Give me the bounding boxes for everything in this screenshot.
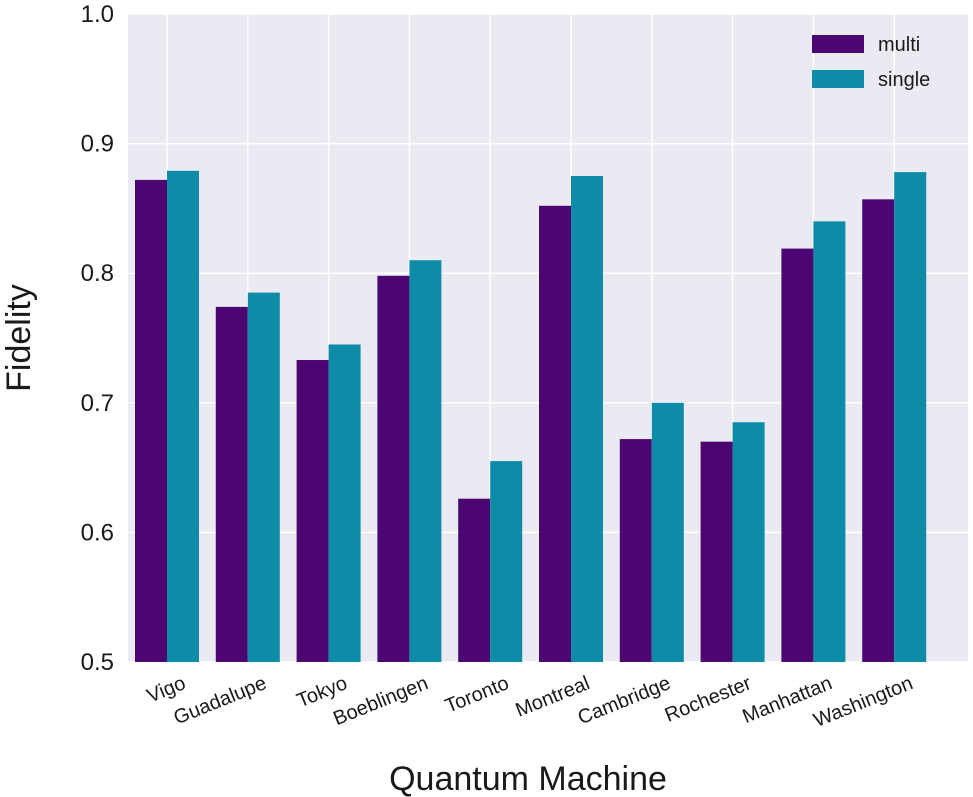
x-tick-label-guadalupe: Guadalupe bbox=[171, 672, 270, 729]
y-axis-ticks: 0.5 0.6 0.7 0.8 0.9 1.0 bbox=[81, 1, 114, 676]
y-tick-label: 1.0 bbox=[81, 1, 114, 28]
bar-single-montreal bbox=[571, 176, 603, 662]
bar-single-rochester bbox=[732, 422, 765, 662]
x-tick-label-cambridge: Cambridge bbox=[575, 672, 674, 729]
y-tick-label: 0.5 bbox=[81, 649, 114, 676]
bar-multi-washington bbox=[862, 199, 895, 662]
y-tick-label: 0.9 bbox=[81, 131, 114, 158]
legend-label-single: single bbox=[878, 69, 930, 91]
y-tick-label: 0.6 bbox=[81, 519, 114, 546]
bar-single-tokyo bbox=[328, 344, 361, 662]
bar-multi-toronto bbox=[458, 498, 491, 662]
bar-multi-boeblingen bbox=[377, 275, 410, 662]
bar-single-toronto bbox=[490, 461, 523, 662]
x-axis-label: Quantum Machine bbox=[389, 760, 667, 797]
bar-multi-tokyo bbox=[296, 360, 329, 662]
y-tick-label: 0.8 bbox=[81, 260, 114, 287]
x-tick-label-rochester: Rochester bbox=[662, 672, 755, 727]
bar-single-cambridge bbox=[651, 402, 684, 662]
bar-multi-cambridge bbox=[619, 439, 652, 662]
bar-single-boeblingen bbox=[409, 260, 442, 662]
bar-multi-guadalupe bbox=[215, 306, 248, 662]
bar-multi-manhattan bbox=[781, 248, 814, 663]
x-tick-label-vigo: Vigo bbox=[144, 672, 189, 707]
y-axis-label: Fidelity bbox=[0, 284, 38, 392]
bars bbox=[135, 170, 927, 663]
bar-single-guadalupe bbox=[247, 292, 280, 662]
bar-single-vigo bbox=[167, 170, 199, 663]
legend-swatch-multi bbox=[812, 35, 864, 53]
legend: multi single bbox=[812, 34, 930, 91]
bar-single-manhattan bbox=[813, 221, 846, 663]
bar-multi-montreal bbox=[539, 205, 571, 663]
y-tick-label: 0.7 bbox=[81, 390, 114, 417]
x-tick-label-toronto: Toronto bbox=[442, 672, 512, 717]
bar-single-washington bbox=[894, 172, 927, 662]
legend-label-multi: multi bbox=[878, 34, 920, 56]
bar-multi-vigo bbox=[135, 179, 167, 662]
legend-swatch-single bbox=[812, 70, 864, 88]
bar-multi-rochester bbox=[700, 441, 733, 662]
